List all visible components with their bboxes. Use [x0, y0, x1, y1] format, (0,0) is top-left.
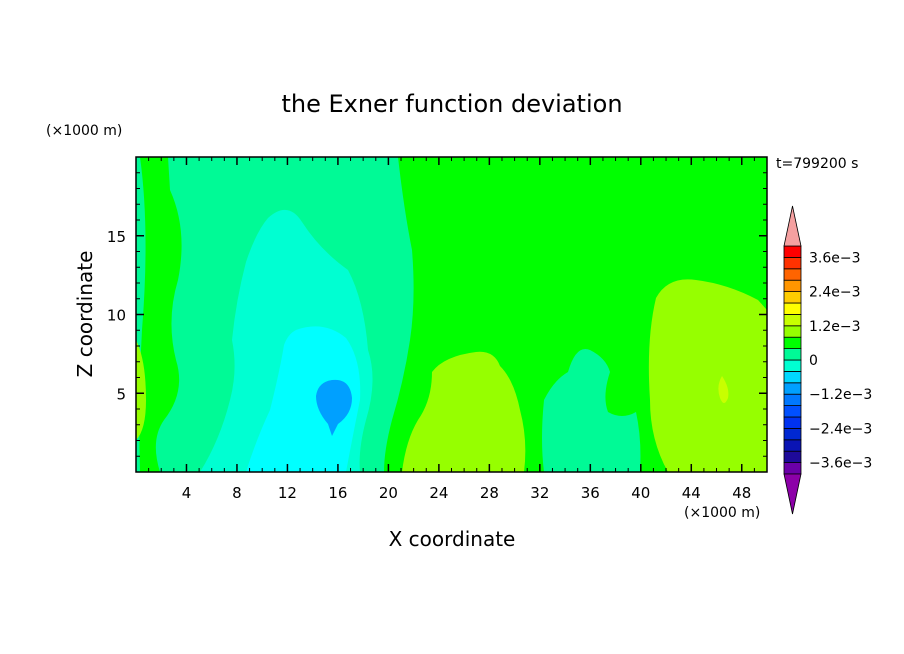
colorbar-segment: [783, 256, 802, 270]
colorbar-segment: [783, 370, 802, 384]
y-axis-label: Z coordinate: [73, 251, 97, 378]
y-tick-label: 15: [107, 228, 126, 246]
x-tick-label: 28: [480, 484, 499, 502]
colorbar-segment: [783, 279, 802, 293]
colorbar-segment: [783, 359, 802, 372]
colorbar-segment: [783, 405, 802, 418]
chart-title: the Exner function deviation: [281, 90, 622, 118]
contour-field: [136, 157, 767, 472]
contour-region-mound-center: [402, 351, 526, 472]
colorbar-segment: [783, 427, 802, 441]
colorbar-tick-label: 3.6e−3: [809, 250, 861, 266]
x-tick-label: 16: [328, 484, 347, 502]
colorbar-tick-label: 0: [809, 353, 818, 369]
x-unit-label: (×1000 m): [684, 505, 760, 521]
contour-region-left-edge-yellowgreen: [136, 340, 146, 440]
contour-region-bright-cyan: [246, 326, 361, 472]
colorbar-segment: [783, 291, 802, 304]
colorbar-segment: [783, 268, 802, 281]
colorbar-segment: [783, 313, 802, 327]
colorbar-segment: [783, 393, 802, 407]
x-tick-label: 20: [379, 484, 398, 502]
colorbar-tick-label: −1.2e−3: [809, 387, 872, 403]
colorbar-segment: [783, 462, 802, 475]
y-tick-label: 5: [116, 385, 126, 403]
x-tick-label: 36: [581, 484, 600, 502]
colorbar-segment: [783, 325, 802, 338]
x-tick-label: 32: [530, 484, 549, 502]
x-tick-label: 40: [631, 484, 650, 502]
x-axis-ticks: 4 8 12 16 20 24 28 32 36 40 44 48: [148, 157, 755, 502]
colorbar-tick-label: 1.2e−3: [809, 319, 861, 335]
contour-region-yellow-spot: [718, 376, 729, 403]
x-tick-label: 48: [732, 484, 751, 502]
x-tick-label: 12: [278, 484, 297, 502]
x-tick-label: 24: [429, 484, 448, 502]
y-unit-label: (×1000 m): [46, 123, 122, 139]
y-tick-label: 10: [107, 307, 126, 325]
x-tick-label: 44: [682, 484, 701, 502]
colorbar-segment: [783, 439, 802, 452]
colorbar-tick-label: 2.4e−3: [809, 285, 861, 301]
colorbar-segment: [783, 302, 802, 315]
colorbar-under-triangle: [783, 473, 802, 515]
y-axis-ticks: 5 10 15: [107, 172, 767, 457]
contour-region-blue-blob: [316, 379, 352, 436]
colorbar-over-triangle: [783, 205, 802, 247]
colorbar-segment: [783, 416, 802, 429]
colorbar-tick-label: −2.4e−3: [809, 421, 872, 437]
colorbar-segment: [783, 450, 802, 464]
contour-region-bump: [542, 348, 641, 472]
contour-region-right: [648, 279, 767, 472]
x-tick-label: 4: [182, 484, 192, 502]
colorbar-segment: [783, 382, 802, 395]
colorbar-segment: [783, 336, 802, 350]
colorbar-segment: [783, 348, 802, 361]
x-axis-label: X coordinate: [389, 527, 516, 551]
colorbar-tick-label: −3.6e−3: [809, 456, 872, 472]
x-tick-label: 8: [232, 484, 242, 502]
colorbar: 3.6e−3 2.4e−3 1.2e−3 0 −1.2e−3 −2.4e−3 −3.6e−3: [783, 205, 872, 515]
time-label: t=799200 s: [776, 156, 858, 172]
colorbar-segment: [783, 245, 802, 258]
